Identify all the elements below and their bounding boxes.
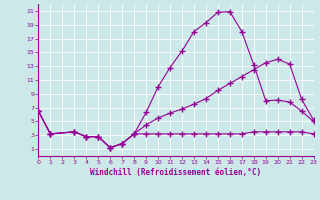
X-axis label: Windchill (Refroidissement éolien,°C): Windchill (Refroidissement éolien,°C) [91, 168, 261, 177]
